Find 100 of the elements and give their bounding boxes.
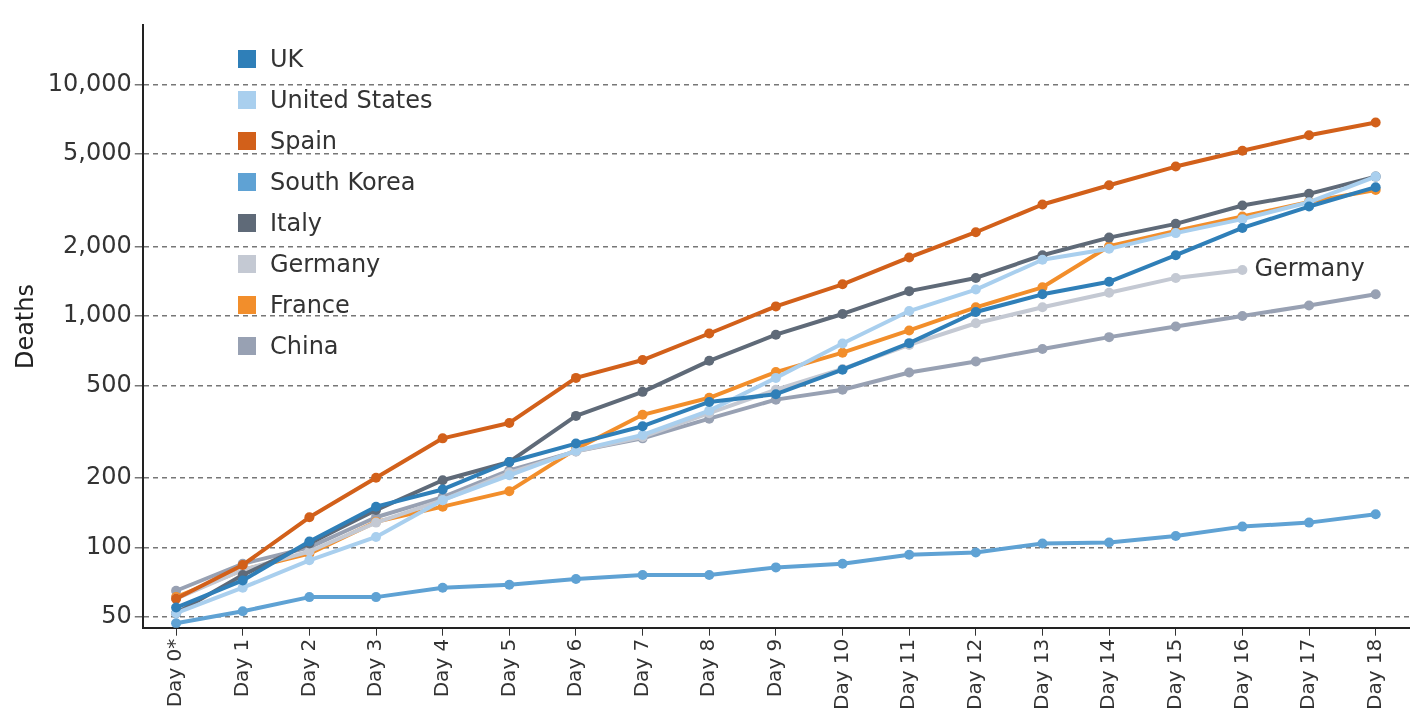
point [237,606,248,617]
point [970,547,981,558]
point [837,338,848,349]
x-tick-label: Day 2 [295,638,320,698]
x-tick-label: Day 15 [1161,638,1186,711]
point [1304,188,1315,199]
point [437,484,448,495]
point [770,372,781,383]
point [570,438,581,449]
point [504,579,515,590]
point [1304,300,1315,311]
point [1037,538,1048,549]
point [1037,302,1048,313]
point [371,531,382,542]
point [904,549,915,560]
x-tick-label: Day 7 [628,638,653,698]
point [1370,289,1381,300]
point [1104,332,1115,343]
legend-label: South Korea [270,167,416,196]
point [1237,200,1248,211]
x-tick-label: Day 1 [228,638,253,698]
x-tick-label: Day 10 [828,638,853,711]
point [637,355,648,366]
x-tick-label: Day 13 [1028,638,1053,711]
point [904,367,915,378]
x-tick-label: Day 18 [1361,638,1386,711]
point [704,355,715,366]
x-tick-label: Day 6 [562,638,587,698]
y-tick-label: 100 [85,531,132,560]
annotation: Germany [1254,254,1365,283]
point [437,433,448,444]
point [637,570,648,581]
legend-label: France [270,290,350,319]
point [970,272,981,283]
point [504,486,515,497]
point [770,562,781,573]
point [1037,199,1048,210]
point [1237,145,1248,156]
point [1237,264,1248,275]
point [1104,180,1115,191]
point [904,286,915,297]
x-tick-label: Day 12 [962,638,987,711]
point [1237,310,1248,321]
point [704,570,715,581]
y-axis-title: Deaths [10,284,39,370]
point [1237,222,1248,233]
point [304,512,315,523]
point [304,592,315,603]
point [1370,509,1381,520]
point [1037,343,1048,354]
point [770,301,781,312]
legend-label: UK [270,44,304,73]
point [970,318,981,329]
point [1304,517,1315,528]
y-tick-label: 500 [85,369,132,398]
point [970,307,981,318]
point [704,328,715,339]
point [904,252,915,263]
legend-label: Germany [270,249,381,278]
point [837,308,848,319]
point [837,384,848,395]
point [1170,531,1181,542]
x-tick-label: Day 0* [162,638,187,708]
point [970,356,981,367]
point [1104,276,1115,287]
x-tick-label: Day 11 [895,638,920,711]
y-tick-label: 50 [101,601,132,630]
point [1304,201,1315,212]
point [1237,521,1248,532]
point [770,329,781,340]
point [637,421,648,432]
point [1104,287,1115,298]
point [837,558,848,569]
point [637,409,648,420]
y-tick-label: 10,000 [47,68,132,97]
point [904,325,915,336]
point [570,574,581,585]
point [304,555,315,566]
point [1170,272,1181,283]
point [1170,321,1181,332]
y-tick-label: 1,000 [63,300,132,329]
point [371,472,382,483]
point [770,389,781,400]
point [1104,537,1115,548]
point [837,347,848,358]
x-tick-label: Day 14 [1095,638,1120,711]
point [970,227,981,238]
point [237,575,248,586]
point [171,618,182,628]
point [1104,232,1115,243]
point [437,582,448,593]
point [1170,161,1181,172]
x-tick-label: Day 4 [428,638,453,698]
point [970,284,981,295]
x-tick-label: Day 3 [362,638,387,698]
point [504,417,515,428]
point [637,386,648,397]
point [837,279,848,290]
point [570,410,581,421]
legend-label: Italy [270,208,323,237]
